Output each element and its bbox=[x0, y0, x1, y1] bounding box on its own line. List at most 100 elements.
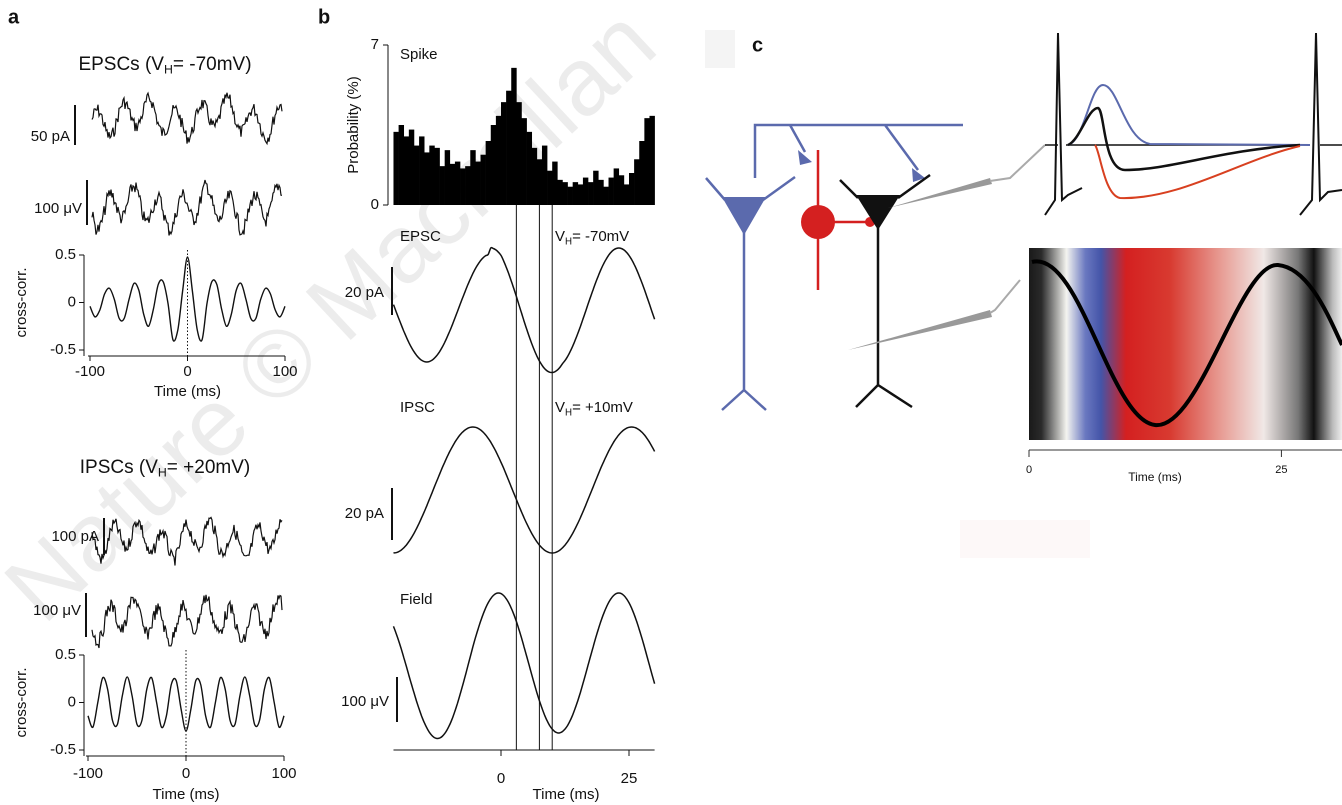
histogram-bar bbox=[470, 150, 476, 205]
histogram-bar bbox=[572, 182, 579, 205]
trace-label: EPSC bbox=[400, 228, 441, 245]
raw-trace bbox=[91, 516, 283, 566]
panel-label: a bbox=[8, 6, 20, 28]
y-axis-label: cross-corr. bbox=[13, 667, 30, 737]
dendrite bbox=[839, 173, 931, 409]
histogram-bar bbox=[475, 161, 481, 205]
x-axis-label: Time (ms) bbox=[533, 786, 600, 803]
histogram-bar bbox=[547, 170, 553, 205]
histogram-bar bbox=[536, 159, 543, 205]
y-tick-label: -0.5 bbox=[50, 741, 76, 758]
combined-trace bbox=[1067, 106, 1301, 172]
text-part: = -70mV) bbox=[173, 54, 252, 75]
histogram-bar bbox=[413, 145, 420, 205]
scale-bar-label: 100 pA bbox=[51, 528, 99, 545]
x-axis-label: Time (ms) bbox=[153, 786, 220, 803]
dendrite bbox=[705, 175, 796, 411]
histogram-bar bbox=[649, 115, 655, 205]
y-tick-label: 7 bbox=[371, 36, 379, 53]
x-tick-label: 0 bbox=[1026, 464, 1032, 476]
theta-wave bbox=[1031, 259, 1342, 428]
histogram-bar bbox=[506, 90, 512, 205]
circuit-diagram bbox=[705, 30, 1342, 558]
histogram-bar bbox=[480, 154, 486, 205]
y-tick-label: 0.5 bbox=[55, 646, 76, 663]
scale-bar-label: 20 pA bbox=[345, 284, 384, 301]
x-tick-label: -100 bbox=[75, 363, 105, 380]
histogram-bar bbox=[618, 175, 625, 205]
electrode-wire bbox=[989, 144, 1046, 182]
axon bbox=[753, 123, 963, 178]
x-tick-label: 100 bbox=[271, 765, 296, 782]
histogram-bar bbox=[582, 177, 589, 205]
histogram-bar bbox=[526, 131, 533, 205]
blank-box bbox=[705, 30, 735, 68]
average-trace bbox=[393, 426, 656, 554]
holding-potential: VH= +10mV bbox=[555, 399, 633, 418]
histogram-bar bbox=[444, 150, 451, 205]
holding-potential: VH= -70mV bbox=[555, 228, 629, 247]
phase-band bbox=[1029, 248, 1342, 440]
histogram-bar bbox=[531, 147, 538, 205]
text-part: V bbox=[555, 228, 565, 245]
text-part: = +10mV bbox=[572, 399, 633, 416]
histogram-bar bbox=[577, 184, 584, 205]
histogram-bar bbox=[541, 145, 548, 205]
cross-correlation-line bbox=[87, 676, 285, 732]
y-axis-label: cross-corr. bbox=[13, 267, 30, 337]
histogram-bar bbox=[449, 163, 456, 205]
panel-label: c bbox=[752, 34, 763, 56]
trace-label: Field bbox=[400, 591, 433, 608]
histogram-bar bbox=[495, 115, 502, 205]
x-tick-label: 25 bbox=[621, 770, 638, 787]
histogram-bar bbox=[419, 136, 425, 205]
y-axis-label: Probability (%) bbox=[345, 76, 362, 174]
subscript: H bbox=[158, 466, 167, 480]
histogram-bar bbox=[403, 136, 410, 205]
interneuron bbox=[801, 205, 835, 239]
histogram-bar bbox=[557, 179, 563, 205]
histogram-bar bbox=[567, 186, 573, 205]
histogram-bar bbox=[516, 102, 522, 205]
histogram-bar bbox=[460, 168, 466, 205]
text-part: V bbox=[555, 399, 565, 416]
subscript: H bbox=[565, 236, 572, 247]
histogram-bar bbox=[603, 186, 609, 205]
histogram-bar bbox=[613, 168, 620, 205]
electrode-wire bbox=[989, 279, 1021, 314]
x-axis-label: Time (ms) bbox=[154, 383, 221, 400]
x-tick-label: 100 bbox=[272, 363, 297, 380]
histogram-bar bbox=[429, 145, 435, 205]
histogram-bar bbox=[521, 118, 527, 205]
x-tick-label: 25 bbox=[1275, 464, 1287, 476]
histogram-bar bbox=[623, 184, 630, 205]
raw-trace bbox=[91, 594, 283, 649]
y-tick-label: 0 bbox=[68, 293, 76, 310]
raw-trace bbox=[91, 91, 283, 146]
subscript: H bbox=[565, 407, 572, 418]
histogram-bar bbox=[511, 67, 517, 205]
y-tick-label: 0 bbox=[68, 693, 76, 710]
text-part: EPSCs (V bbox=[78, 54, 164, 75]
histogram-bar bbox=[434, 147, 440, 205]
average-trace bbox=[392, 246, 656, 374]
average-trace bbox=[392, 592, 656, 740]
histogram-bar bbox=[408, 129, 415, 205]
histogram-bar bbox=[634, 159, 640, 205]
subscript: H bbox=[164, 63, 173, 77]
histogram-bar bbox=[608, 177, 614, 205]
text-part: = +20mV) bbox=[167, 457, 250, 478]
histogram-bar bbox=[629, 173, 635, 205]
watermark: Nature © Macmillan bbox=[0, 0, 675, 642]
histogram-bar bbox=[454, 161, 461, 205]
spike bbox=[1299, 32, 1342, 216]
histogram-bar bbox=[501, 102, 507, 205]
y-tick-label: 0 bbox=[371, 196, 379, 213]
electrode bbox=[888, 178, 992, 208]
histogram-bar bbox=[398, 125, 405, 205]
histogram-bar bbox=[465, 166, 471, 205]
scale-bar-label: 100 μV bbox=[34, 200, 82, 217]
histogram-bar bbox=[490, 125, 497, 205]
histogram-bar bbox=[593, 170, 599, 205]
